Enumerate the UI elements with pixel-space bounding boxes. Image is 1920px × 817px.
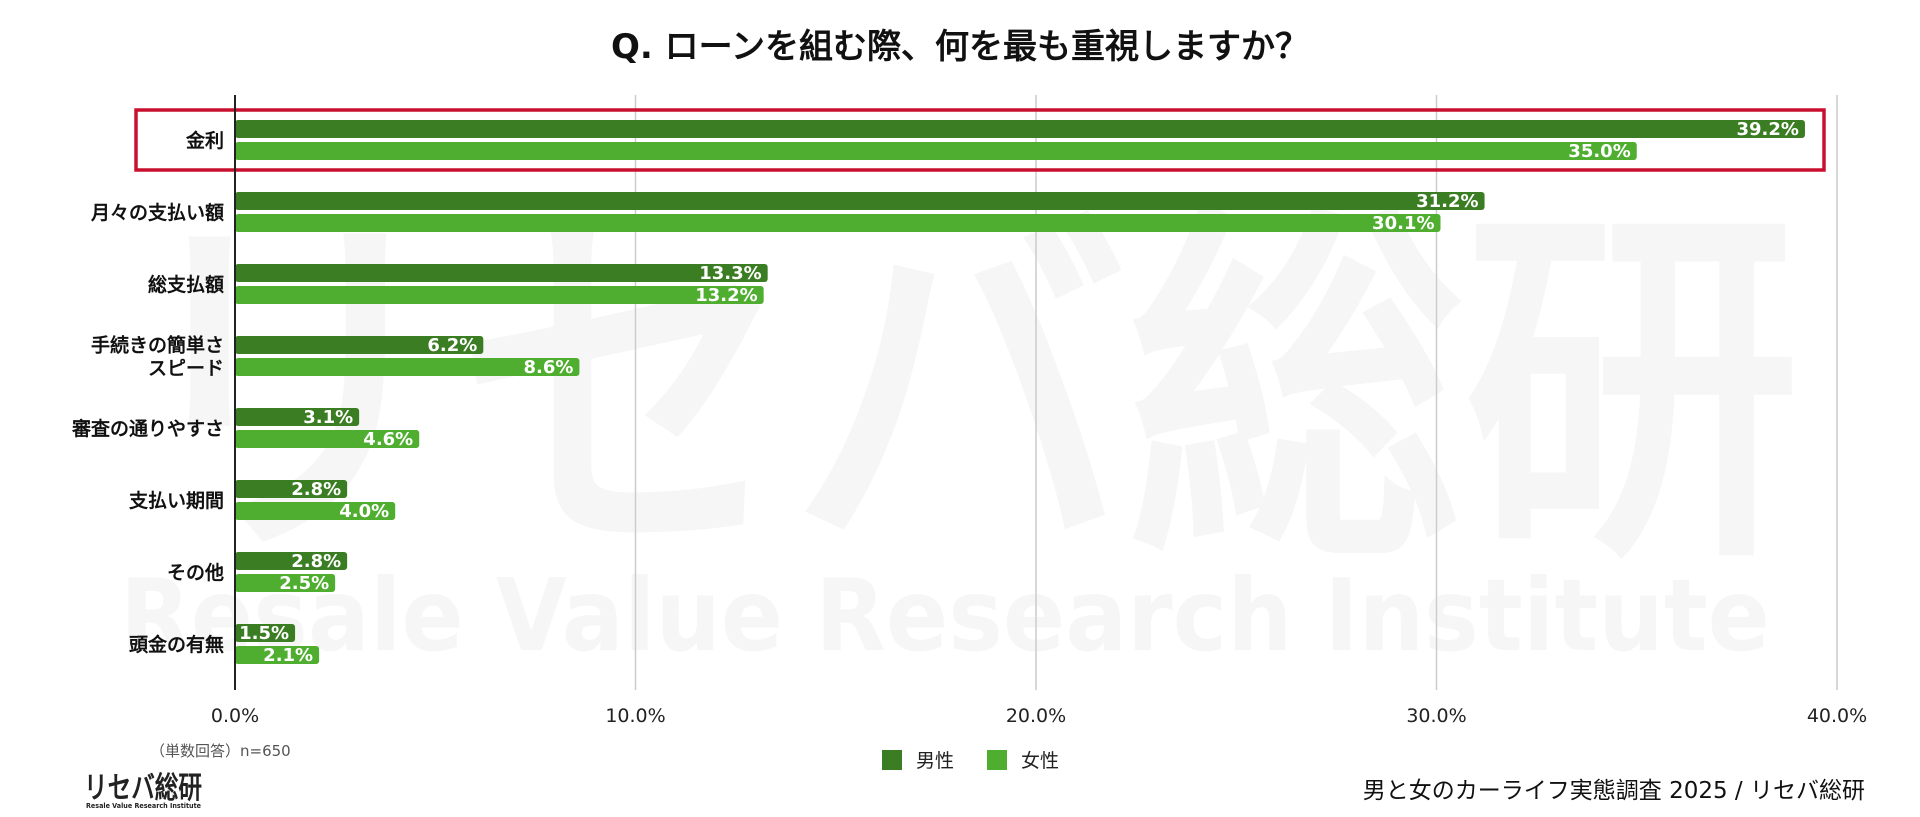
value-label: 13.3% <box>699 263 761 284</box>
value-label: 4.0% <box>339 501 389 522</box>
legend: 男性 女性 <box>882 750 1059 772</box>
logo-main: リセバ総研 <box>84 771 202 806</box>
category-labels: 金利月々の支払い額総支払額手続きの簡単さスピード審査の通りやすさ支払い期間その他… <box>71 129 224 656</box>
value-label: 3.1% <box>303 407 353 428</box>
category-label: 審査の通りやすさ <box>71 417 224 440</box>
value-label: 6.2% <box>427 335 477 356</box>
highlight-box <box>134 108 1826 172</box>
bar-male <box>235 336 484 354</box>
logo-subtitle: Resale Value Research Institute <box>86 802 201 810</box>
category-label: 頭金の有無 <box>129 633 224 656</box>
bar-female <box>235 214 1441 232</box>
sample-note: （単数回答）n=650 <box>150 742 291 760</box>
bar-female <box>235 430 420 448</box>
x-tick-labels: 0.0% 10.0% 20.0% 30.0% 40.0% <box>211 705 1867 727</box>
watermark: リセバ総研 Resale Value Research Institute <box>120 178 1800 674</box>
category-label: 総支払額 <box>148 273 224 296</box>
x-tick-label: 30.0% <box>1406 705 1466 727</box>
bar-female <box>235 286 764 304</box>
value-label: 31.2% <box>1416 191 1478 212</box>
chart-title: Q. ローンを組む際、何を最も重視しますか？ <box>611 27 1309 67</box>
bar-female <box>235 502 396 520</box>
value-label: 2.5% <box>279 573 329 594</box>
category-label: スピード <box>148 358 224 380</box>
legend-label-female: 女性 <box>1021 750 1059 772</box>
value-label: 4.6% <box>363 429 413 450</box>
value-label: 39.2% <box>1737 119 1799 140</box>
category-label: 手続きの簡単さ <box>91 334 224 357</box>
bar-female <box>235 142 1637 160</box>
x-tick-label: 40.0% <box>1807 705 1867 727</box>
legend-swatch-female <box>987 750 1007 770</box>
watermark-main: リセバ総研 <box>120 178 1800 608</box>
category-label: その他 <box>167 561 224 584</box>
value-label: 1.5% <box>239 623 289 644</box>
x-tick-label: 10.0% <box>605 705 665 727</box>
value-label: 2.1% <box>263 645 313 666</box>
source-credit: 男と女のカーライフ実態調査 2025 / リセバ総研 <box>1363 778 1865 804</box>
legend-swatch-male <box>882 750 902 770</box>
x-tick-label: 0.0% <box>211 705 259 727</box>
bar-male <box>235 480 348 498</box>
watermark-sub: Resale Value Research Institute <box>120 557 1770 674</box>
bar-male <box>235 408 360 426</box>
x-tick-label: 20.0% <box>1006 705 1066 727</box>
bar-female <box>235 358 580 376</box>
category-label: 金利 <box>185 129 224 152</box>
bar-male <box>235 624 296 642</box>
logo: リセバ総研 Resale Value Research Institute <box>84 771 202 810</box>
value-label: 2.8% <box>291 551 341 572</box>
value-label: 35.0% <box>1568 141 1630 162</box>
value-label: 2.8% <box>291 479 341 500</box>
highlight-group <box>134 108 1826 172</box>
bars: 39.2% 35.0% 31.2%30.1% 13.3%13.2% 6.2% 8.6% 3.… <box>235 119 1805 666</box>
bar-male <box>235 120 1805 138</box>
value-label: 13.2% <box>695 285 757 306</box>
value-label: 8.6% <box>524 357 574 378</box>
value-label: 30.1% <box>1372 213 1434 234</box>
bar-female <box>235 574 336 592</box>
bar-male <box>235 192 1485 210</box>
category-label: 支払い期間 <box>128 490 224 512</box>
bar-male <box>235 552 348 570</box>
legend-label-male: 男性 <box>916 750 954 772</box>
category-label: 月々の支払い額 <box>90 201 224 224</box>
bar-female <box>235 646 320 664</box>
bar-male <box>235 264 768 282</box>
